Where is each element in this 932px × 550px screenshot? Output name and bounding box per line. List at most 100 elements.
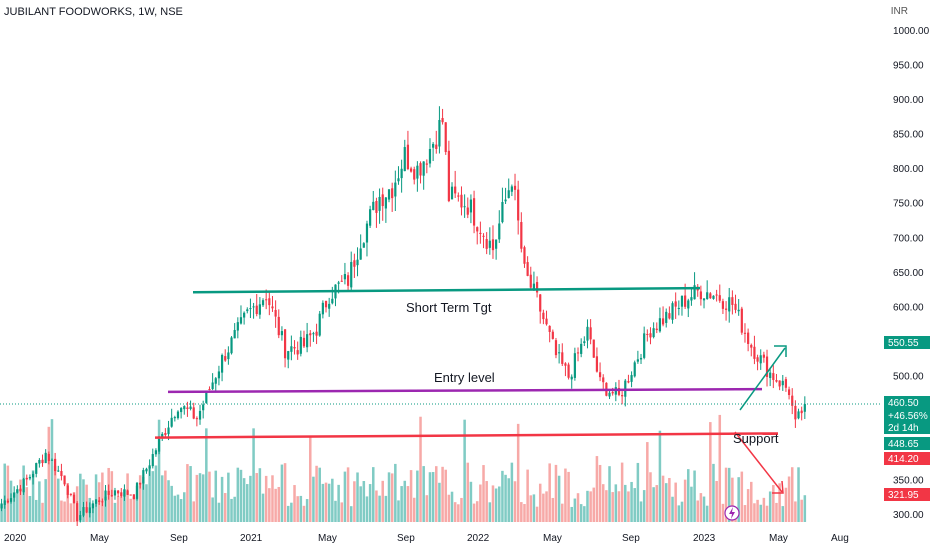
volume-bar	[375, 490, 378, 522]
volume-bar	[293, 485, 296, 522]
volume-bar	[520, 502, 523, 522]
candle-body	[50, 459, 54, 461]
candle-body	[135, 482, 139, 499]
volume-bar	[620, 462, 624, 522]
candle-body	[346, 275, 350, 286]
candle-body	[425, 163, 428, 165]
volume-bar	[601, 484, 605, 522]
up-arrow-head-icon	[774, 345, 787, 357]
candle-body	[529, 274, 532, 288]
volume-bar	[598, 464, 602, 522]
volume-bar	[705, 505, 709, 522]
volume-bar	[412, 497, 416, 522]
volume-bar	[34, 499, 38, 522]
down-arrow-head-icon	[772, 480, 784, 494]
volume-bar	[309, 435, 312, 522]
volume-bar	[428, 472, 432, 522]
volume-bar	[664, 483, 668, 522]
candle-body	[567, 364, 570, 378]
volume-bar	[655, 485, 659, 522]
volume-bar	[646, 442, 649, 522]
candle-body	[57, 470, 60, 472]
candle-body	[671, 303, 674, 320]
volume-bar	[312, 476, 315, 522]
support-line[interactable]	[154, 432, 779, 439]
short-term-target-line[interactable]	[192, 286, 701, 294]
volume-bar	[592, 487, 596, 522]
price-tag-label: 414.20	[888, 454, 919, 465]
volume-bar	[406, 486, 410, 522]
volume-bar	[268, 488, 271, 522]
candle-body	[202, 404, 205, 411]
volume-bar	[494, 488, 498, 522]
volume-bar	[239, 469, 243, 522]
candle-body	[728, 297, 731, 312]
candle-body	[517, 189, 520, 221]
candle-body	[132, 494, 135, 500]
volume-bar	[142, 477, 145, 522]
volume-bar	[230, 498, 233, 522]
candle-body	[328, 303, 331, 309]
volume-bar	[378, 495, 381, 522]
volume-bar	[299, 495, 303, 522]
candle-body	[580, 343, 583, 354]
volume-bar	[198, 473, 202, 522]
entry-level-line[interactable]	[167, 387, 763, 394]
volume-bar	[627, 491, 630, 522]
candle-body	[154, 450, 158, 455]
volume-bar	[148, 466, 151, 522]
candle-body	[466, 207, 469, 215]
volume-bar	[296, 496, 299, 522]
volume-bar	[79, 473, 82, 522]
volume-bar	[365, 496, 369, 522]
volume-bar	[750, 481, 753, 522]
time-axis: 2020 May Sep 2021 May Sep 2022 May Sep 2023 May Aug	[4, 533, 849, 544]
candle-body	[665, 311, 668, 323]
volume-bar	[784, 487, 788, 522]
candle-body	[781, 380, 784, 386]
candle-body	[507, 190, 510, 198]
volume-bar	[31, 470, 35, 522]
chart-title: JUBILANT FOODWORKS, 1W, NSE	[4, 6, 183, 18]
volume-bar	[50, 419, 54, 522]
candle-body	[324, 300, 328, 308]
volume-bar	[746, 489, 750, 522]
volume-bar	[450, 491, 454, 522]
candle-body	[435, 144, 438, 149]
candle-body	[9, 498, 13, 502]
down-arrow-icon	[734, 431, 783, 493]
volume-bar	[315, 465, 318, 522]
candle-body	[157, 438, 161, 452]
volume-bar	[523, 504, 526, 522]
candle-body	[85, 507, 88, 513]
volume-bar	[589, 491, 592, 522]
volume-bar	[617, 491, 621, 522]
candle-body	[195, 418, 198, 420]
candle-body	[526, 262, 529, 276]
candle-body	[520, 222, 523, 249]
candle-body	[72, 494, 76, 503]
volume-bar	[94, 474, 98, 522]
volume-bar	[381, 480, 384, 522]
volume-bar	[683, 479, 687, 522]
volume-bar	[57, 478, 60, 522]
volume-bar	[286, 505, 290, 522]
candle-body	[230, 337, 233, 354]
volume-bar	[570, 506, 573, 522]
volume-bar	[327, 483, 331, 522]
x-tick-label: Sep	[397, 533, 415, 544]
volume-bar	[82, 479, 85, 522]
candle-body	[649, 333, 652, 338]
price-tag	[884, 409, 930, 422]
volume-bar	[384, 495, 388, 522]
y-tick-label: 850.00	[893, 130, 924, 141]
candle-body	[91, 503, 95, 509]
candle-body	[621, 395, 624, 397]
volume-bar	[504, 474, 507, 522]
volume-bar	[753, 503, 756, 522]
candle-body	[299, 336, 302, 354]
volume-bar	[441, 466, 444, 522]
candle-body	[145, 468, 148, 472]
volume-bar	[28, 496, 32, 522]
